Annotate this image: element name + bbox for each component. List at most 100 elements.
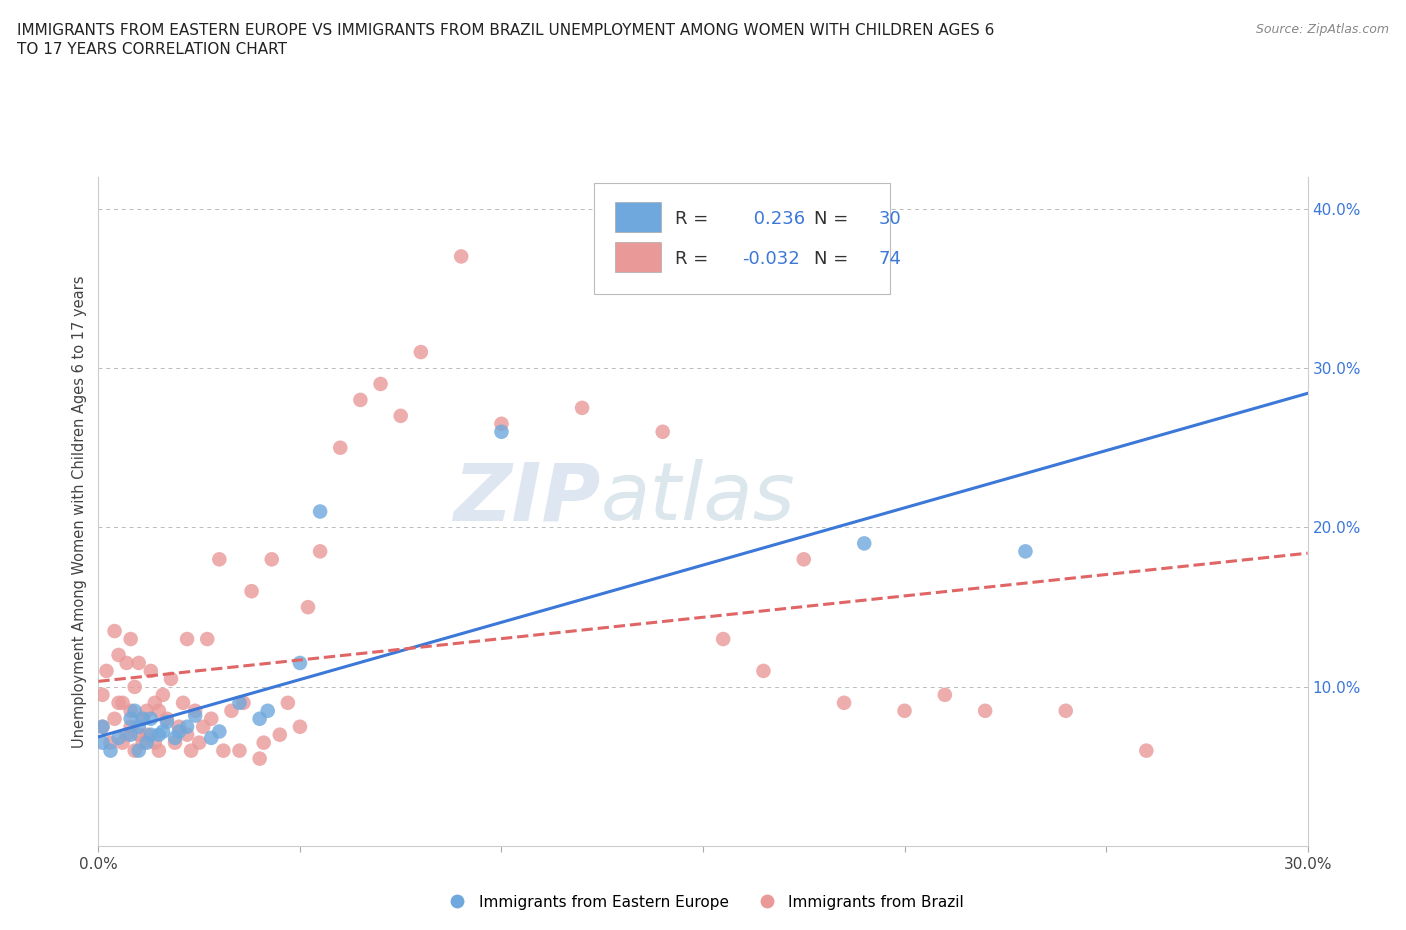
Point xyxy=(120,703,142,718)
Point xyxy=(389,408,412,423)
Point xyxy=(111,696,134,711)
Point xyxy=(96,663,118,678)
Point xyxy=(288,656,311,671)
Point xyxy=(240,584,263,599)
Point xyxy=(253,736,276,751)
Point xyxy=(212,743,235,758)
Point xyxy=(128,743,150,758)
Point xyxy=(329,440,352,455)
Point xyxy=(1135,743,1157,758)
Point xyxy=(172,696,194,711)
Text: ZIP: ZIP xyxy=(453,459,600,538)
Point xyxy=(132,711,155,726)
Point xyxy=(128,727,150,742)
Point xyxy=(228,743,250,758)
Point xyxy=(132,711,155,726)
Point xyxy=(120,711,142,726)
Point xyxy=(148,727,170,742)
Point xyxy=(832,696,855,711)
Point xyxy=(309,504,332,519)
Point xyxy=(143,696,166,711)
Point xyxy=(1054,703,1077,718)
Text: TO 17 YEARS CORRELATION CHART: TO 17 YEARS CORRELATION CHART xyxy=(17,42,287,57)
Point xyxy=(120,727,142,742)
Point xyxy=(188,736,211,751)
Point xyxy=(160,671,183,686)
Point xyxy=(91,719,114,734)
Point xyxy=(711,631,734,646)
Point xyxy=(128,719,150,734)
Point xyxy=(221,703,243,718)
Point xyxy=(571,401,593,416)
Point xyxy=(249,751,271,766)
Point xyxy=(184,703,207,718)
Point xyxy=(893,703,915,718)
Text: R =: R = xyxy=(675,250,709,268)
FancyBboxPatch shape xyxy=(614,202,661,232)
Point xyxy=(100,743,122,758)
Point xyxy=(103,624,125,639)
Point xyxy=(974,703,997,718)
Point xyxy=(107,730,129,745)
Point xyxy=(176,631,198,646)
Point xyxy=(124,680,146,695)
Point xyxy=(139,711,162,726)
Point xyxy=(491,417,513,432)
Text: N =: N = xyxy=(814,210,848,228)
Point xyxy=(409,345,432,360)
Point xyxy=(193,719,215,734)
Point xyxy=(208,551,231,566)
Text: Source: ZipAtlas.com: Source: ZipAtlas.com xyxy=(1256,23,1389,36)
Point xyxy=(120,719,142,734)
Text: 0.236: 0.236 xyxy=(748,210,804,228)
Point xyxy=(853,536,876,551)
Point xyxy=(163,736,186,751)
Point xyxy=(450,249,472,264)
Point xyxy=(148,743,170,758)
Y-axis label: Unemployment Among Women with Children Ages 6 to 17 years: Unemployment Among Women with Children A… xyxy=(72,275,87,748)
Point xyxy=(156,714,179,729)
Point xyxy=(124,703,146,718)
Point xyxy=(1014,544,1036,559)
Point xyxy=(107,647,129,662)
Point xyxy=(135,703,157,718)
Point xyxy=(135,727,157,742)
Point xyxy=(200,711,222,726)
Text: -0.032: -0.032 xyxy=(742,250,800,268)
Point xyxy=(152,687,174,702)
Point xyxy=(143,736,166,751)
Point xyxy=(100,736,122,751)
Point xyxy=(793,551,815,566)
Point xyxy=(120,631,142,646)
Text: atlas: atlas xyxy=(600,459,794,538)
Text: R =: R = xyxy=(675,210,709,228)
Point xyxy=(232,696,254,711)
Point xyxy=(309,544,332,559)
Point xyxy=(128,656,150,671)
Point xyxy=(752,663,775,678)
Text: 74: 74 xyxy=(879,250,901,268)
Point xyxy=(195,631,218,646)
Point xyxy=(167,724,190,739)
Point xyxy=(934,687,956,702)
Point xyxy=(167,719,190,734)
Point xyxy=(277,696,299,711)
Point xyxy=(163,730,186,745)
Point xyxy=(200,730,222,745)
Point xyxy=(176,727,198,742)
Point xyxy=(256,703,278,718)
Point xyxy=(491,424,513,439)
Point xyxy=(184,708,207,723)
Point xyxy=(349,392,371,407)
Point xyxy=(288,719,311,734)
FancyBboxPatch shape xyxy=(614,243,661,272)
Point xyxy=(148,703,170,718)
Point xyxy=(139,727,162,742)
Text: IMMIGRANTS FROM EASTERN EUROPE VS IMMIGRANTS FROM BRAZIL UNEMPLOYMENT AMONG WOME: IMMIGRANTS FROM EASTERN EUROPE VS IMMIGR… xyxy=(17,23,994,38)
Point xyxy=(180,743,202,758)
Point xyxy=(91,736,114,751)
Point xyxy=(107,696,129,711)
Text: N =: N = xyxy=(814,250,848,268)
Point xyxy=(132,736,155,751)
Point xyxy=(135,736,157,751)
